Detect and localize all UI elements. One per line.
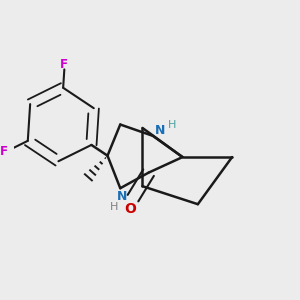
- Text: N: N: [155, 124, 165, 137]
- Text: O: O: [124, 202, 136, 217]
- Text: N: N: [117, 190, 128, 203]
- Text: F: F: [60, 58, 68, 71]
- Text: H: H: [110, 202, 118, 212]
- Text: F: F: [0, 145, 8, 158]
- Text: H: H: [168, 119, 176, 130]
